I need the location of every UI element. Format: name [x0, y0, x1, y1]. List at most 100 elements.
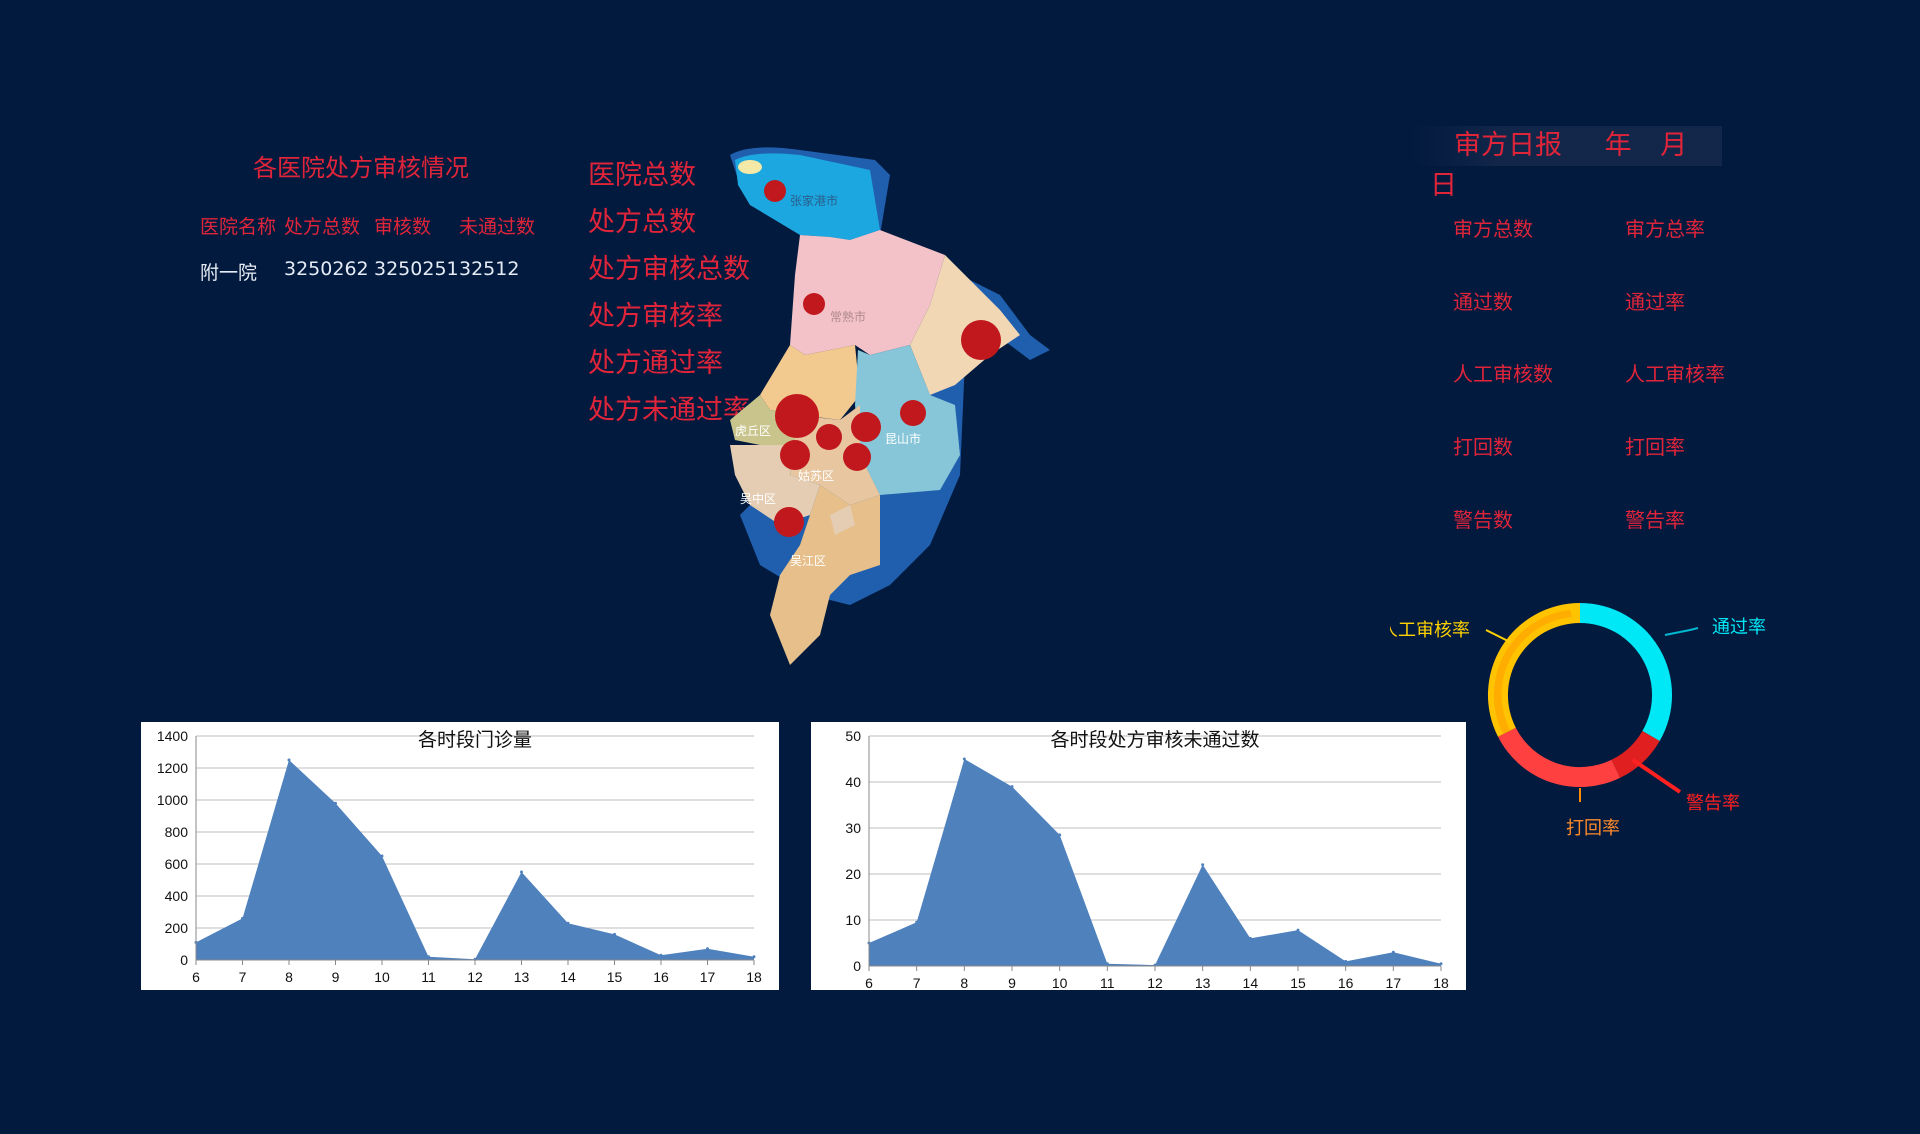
y-tick-label: 1200	[157, 760, 188, 776]
x-tick-label: 7	[239, 969, 247, 985]
y-tick-label: 0	[853, 958, 861, 974]
daily-report-header: 审方日报 年 月 日	[1410, 126, 1722, 201]
map-dot[interactable]	[774, 507, 804, 537]
hospital-table-header: 医院名称 处方总数 审核数 未通过数	[200, 212, 549, 239]
report-total-rate: 审方总率	[1625, 217, 1705, 241]
cell-failed: 32512	[459, 258, 520, 280]
donut-segment-pass[interactable]	[1580, 603, 1673, 741]
donut-segment-return[interactable]	[1498, 727, 1620, 788]
header-total: 处方总数	[284, 216, 361, 238]
y-tick-label: 20	[845, 866, 861, 882]
data-point	[520, 870, 523, 874]
report-manual-rate: 人工审核率	[1625, 362, 1725, 386]
y-tick-label: 1000	[157, 792, 188, 808]
suzhou-map[interactable]: 张家港市 常熟市 虎丘区 姑苏区 昆山市 吴中区 吴江区	[730, 145, 1250, 675]
table-row[interactable]: 附一院 3250262 3250251 32512	[200, 258, 549, 285]
header-reviewed: 审核数	[374, 216, 432, 238]
data-point	[1010, 785, 1014, 789]
area-series	[196, 760, 754, 960]
metric-pass-rate: 处方通过率	[588, 348, 723, 379]
cell-total: 3250262	[284, 258, 369, 280]
map-region-wujiang[interactable]	[770, 485, 880, 665]
data-point	[1248, 936, 1252, 940]
donut-label-return: 打回率	[1566, 818, 1620, 839]
data-point	[1201, 863, 1205, 867]
map-dot[interactable]	[780, 440, 810, 470]
metric-review-rate: 处方审核率	[588, 301, 723, 332]
x-tick-label: 10	[374, 969, 390, 985]
data-point	[427, 955, 430, 959]
map-island	[738, 160, 762, 174]
x-tick-label: 16	[653, 969, 669, 985]
data-point	[706, 947, 709, 951]
data-point	[915, 920, 919, 924]
map-label-huqiu: 虎丘区	[735, 424, 771, 438]
map-region-taicang[interactable]	[910, 255, 1020, 395]
y-tick-label: 40	[845, 774, 861, 790]
map-label-wujiang: 吴江区	[790, 554, 826, 568]
data-point	[241, 916, 244, 920]
map-region-zhangjiagang[interactable]	[735, 153, 880, 240]
map-dot[interactable]	[851, 412, 881, 442]
map-dot[interactable]	[764, 180, 786, 202]
x-tick-label: 16	[1338, 975, 1354, 990]
leader-manual	[1485, 629, 1511, 643]
map-label-kunshan: 昆山市	[885, 431, 921, 446]
x-tick-label: 8	[285, 969, 293, 985]
donut-segment-warn[interactable]	[1611, 731, 1660, 778]
data-point	[659, 953, 663, 957]
data-point	[752, 955, 756, 959]
donut-segment-manual[interactable]	[1487, 603, 1580, 737]
data-point	[334, 801, 337, 805]
x-tick-label: 13	[1195, 975, 1211, 990]
data-point	[613, 932, 616, 936]
map-label-gusu: 姑苏区	[798, 469, 834, 483]
center-metrics-list: 医院总数 处方总数 处方审核总数 处方审核率 处方通过率 处方未通过率	[588, 152, 750, 434]
map-label-zhangjiagang: 张家港市	[790, 193, 838, 208]
rate-donut[interactable]: 通过率 人工审核率 警告率 打回率	[1390, 590, 1790, 850]
metric-hospital-count: 医院总数	[588, 160, 696, 191]
data-point	[1391, 950, 1395, 954]
metric-review-total: 处方审核总数	[588, 254, 750, 285]
map-lake-island	[830, 505, 855, 535]
map-dot[interactable]	[816, 424, 842, 450]
chart-outpatient-volume-svg: 0 200 400 600 800 1000 1200 1400 6 7 8 9 10 11 12 13 14 1…	[157, 728, 762, 985]
map-dot[interactable]	[900, 400, 926, 426]
x-tick-label: 7	[913, 975, 921, 990]
x-tick-label: 15	[607, 969, 623, 985]
report-pass-count: 通过数	[1453, 290, 1513, 314]
x-tick-label: 9	[332, 969, 340, 985]
map-label-changshu: 常熟市	[830, 309, 866, 324]
report-warn-rate: 警告率	[1625, 508, 1685, 532]
metric-prescription-total: 处方总数	[588, 207, 696, 238]
x-tick-label: 14	[1243, 975, 1259, 990]
cell-reviewed: 3250251	[374, 258, 459, 280]
map-dot[interactable]	[775, 394, 819, 438]
header-failed: 未通过数	[459, 216, 536, 238]
map-region-changshu[interactable]	[790, 230, 945, 355]
x-tick-label: 13	[514, 969, 530, 985]
area-series	[869, 759, 1441, 966]
donut-label-pass: 通过率	[1712, 617, 1766, 638]
x-tick-label: 15	[1290, 975, 1306, 990]
donut-segment-manual-inner	[1493, 610, 1572, 734]
chart-review-failed: 0 10 20 30 40 50 6 7 8 9 10 11 12 13 14 15 16 17 18 各时段处方审核…	[811, 722, 1466, 991]
x-tick-label: 18	[746, 969, 762, 985]
y-tick-label: 30	[845, 820, 861, 836]
map-region-wuzhong[interactable]	[730, 445, 820, 525]
map-dot[interactable]	[843, 443, 871, 471]
data-point	[1105, 962, 1109, 966]
x-tick-label: 10	[1052, 975, 1068, 990]
report-pass-rate: 通过率	[1625, 290, 1685, 314]
map-dot[interactable]	[961, 320, 1001, 360]
donut-label-manual: 人工审核率	[1390, 620, 1470, 641]
data-point	[287, 758, 291, 762]
donut-label-warn: 警告率	[1686, 793, 1740, 814]
data-point	[1344, 959, 1348, 963]
x-tick-label: 18	[1433, 975, 1449, 990]
x-tick-label: 14	[560, 969, 576, 985]
map-dot[interactable]	[803, 293, 825, 315]
x-tick-label: 12	[467, 969, 483, 985]
cell-hospital-name: 附一院	[200, 262, 258, 284]
x-tick-label: 11	[1100, 975, 1115, 990]
